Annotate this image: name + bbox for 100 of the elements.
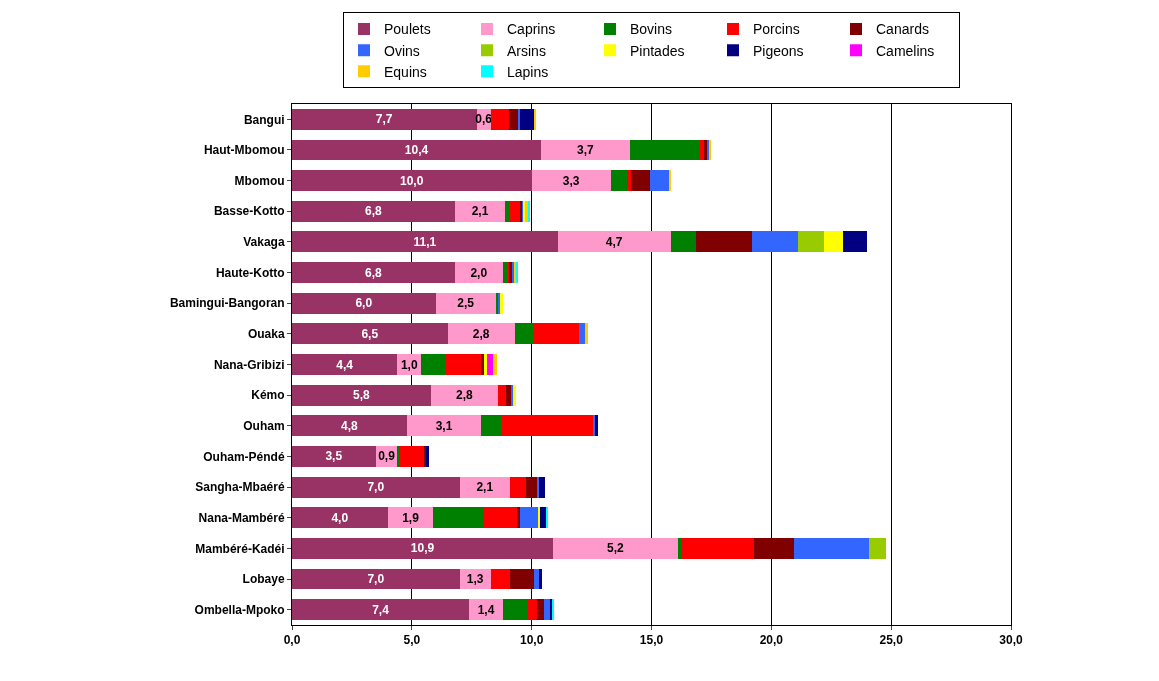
bar — [842, 231, 867, 253]
x-tick-label: 10,0 — [519, 633, 544, 648]
data-label: 7,0 — [367, 572, 385, 587]
bar — [670, 231, 697, 253]
bar — [498, 384, 507, 406]
bar — [292, 200, 455, 222]
bar — [292, 170, 532, 192]
data-label: 3,7 — [577, 142, 595, 157]
bar — [292, 537, 554, 559]
bar — [397, 446, 401, 467]
bar — [533, 323, 580, 345]
bar — [490, 108, 510, 130]
bar — [502, 599, 528, 621]
y-tick-label: Haut-Mbomou — [203, 143, 285, 158]
bar — [579, 323, 586, 345]
bar — [541, 139, 630, 161]
data-label: 5,8 — [353, 388, 371, 403]
bar — [292, 599, 470, 621]
bar — [505, 200, 510, 222]
y-tick-label: Nana-Mambéré — [198, 510, 285, 525]
legend-label: Pigeons — [753, 42, 804, 59]
legend-label: Lapins — [507, 63, 549, 80]
bar — [553, 537, 678, 559]
bar — [869, 537, 887, 559]
y-tick-label: Lobaye — [242, 572, 285, 587]
bar — [506, 384, 512, 406]
data-label: 7,4 — [372, 602, 390, 617]
bar — [793, 537, 870, 559]
bar — [292, 384, 432, 406]
x-tick-label: 25,0 — [879, 633, 904, 648]
bar — [454, 200, 506, 222]
bar — [483, 507, 517, 529]
data-label: 1,3 — [466, 572, 484, 587]
data-label: 10,4 — [404, 142, 429, 157]
bar — [421, 354, 445, 375]
bar — [486, 354, 494, 375]
bar — [696, 231, 752, 253]
data-label: 7,0 — [367, 480, 385, 495]
data-label: 1,0 — [400, 357, 418, 372]
bar — [751, 231, 798, 253]
bar — [585, 323, 588, 345]
bar — [537, 476, 540, 498]
data-label: 10,0 — [399, 173, 424, 188]
data-label: 6,0 — [355, 296, 373, 311]
y-tick-label: Ombella-Mpoko — [194, 602, 285, 617]
data-label: 2,0 — [470, 265, 488, 280]
data-label: 3,5 — [325, 449, 343, 464]
bar — [292, 568, 460, 590]
y-tick-label: Ouham — [243, 418, 285, 433]
data-label: 3,1 — [435, 418, 453, 433]
bar — [435, 292, 496, 314]
bar — [292, 262, 455, 283]
bar — [629, 139, 700, 161]
bar — [509, 200, 521, 222]
data-label: 6,8 — [364, 204, 382, 219]
bar — [630, 170, 650, 192]
data-label: 5,2 — [607, 541, 625, 556]
data-label: 4,4 — [336, 357, 354, 372]
data-label: 1,9 — [402, 510, 420, 525]
bar — [433, 507, 484, 529]
bar — [493, 354, 498, 375]
x-tick-label: 30,0 — [999, 633, 1023, 648]
legend-label: Equins — [384, 63, 427, 80]
x-tick-label: 5,0 — [403, 633, 421, 648]
bar — [677, 537, 681, 559]
bar — [537, 599, 544, 621]
y-tick-label: Bamingui-Bangoran — [169, 296, 285, 311]
bar — [539, 507, 547, 529]
bar — [680, 537, 755, 559]
bar — [407, 415, 482, 437]
y-tick-label: Basse-Kotto — [213, 204, 285, 219]
bar — [539, 568, 542, 590]
legend-label: Porcins — [753, 21, 800, 38]
bar — [534, 568, 540, 590]
y-tick-label: Kémo — [251, 388, 285, 403]
y-tick-label: Sangha-Mbaéré — [195, 480, 285, 495]
data-label: 2,1 — [476, 480, 494, 495]
bar — [292, 476, 460, 498]
data-label: 10,9 — [410, 541, 435, 556]
legend-label: Pintades — [630, 42, 685, 59]
legend-label: Ovins — [384, 42, 420, 59]
y-tick-label: Haute-Kotto — [215, 265, 285, 280]
bar — [509, 108, 519, 130]
bar — [292, 446, 376, 467]
bar — [610, 170, 628, 192]
x-tick-label: 15,0 — [639, 633, 664, 648]
bar — [292, 354, 398, 375]
bar — [292, 415, 408, 437]
bar — [649, 170, 670, 192]
x-tick-label: 0,0 — [283, 633, 301, 648]
legend-label: Arsins — [507, 42, 546, 59]
bar — [754, 537, 794, 559]
bar — [292, 231, 559, 253]
bar — [531, 170, 611, 192]
bar — [459, 476, 511, 498]
bar — [444, 354, 482, 375]
data-label: 2,8 — [472, 326, 490, 341]
data-label: 2,1 — [471, 204, 489, 219]
data-label: 4,8 — [341, 418, 359, 433]
bar — [292, 323, 448, 345]
